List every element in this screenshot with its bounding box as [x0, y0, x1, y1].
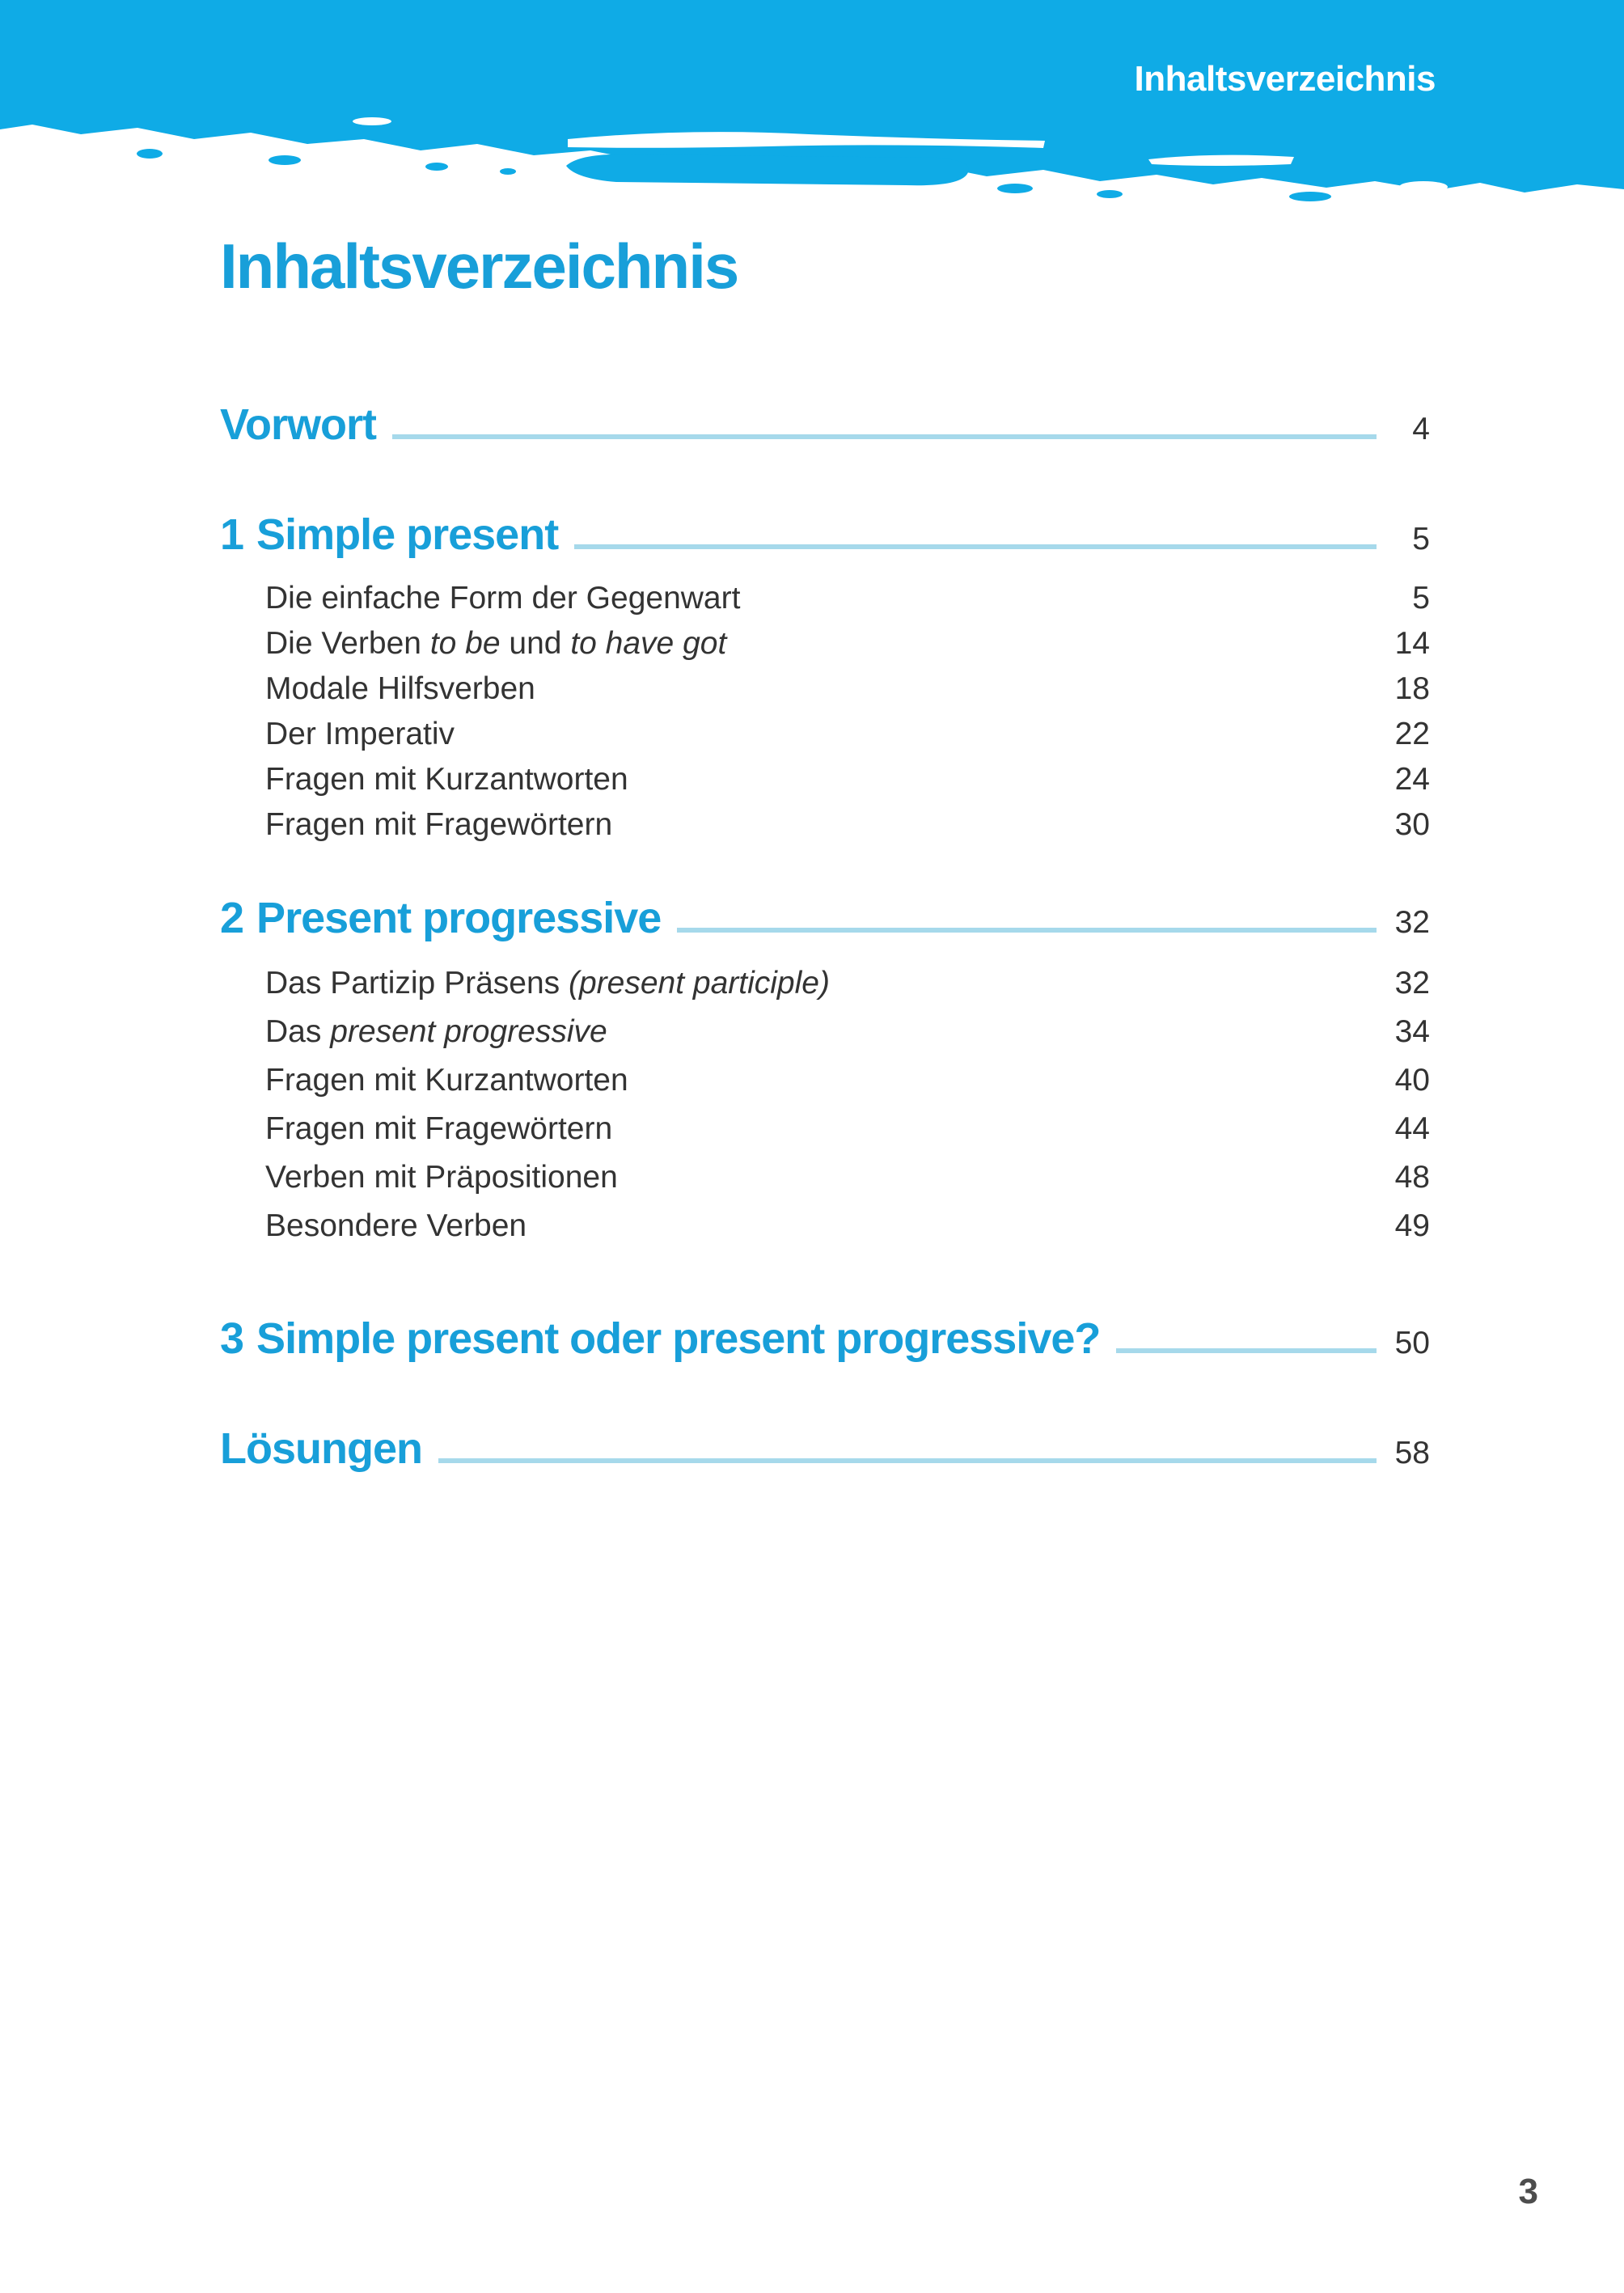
- toc-section: Vorwort 4: [220, 400, 1430, 454]
- leader-rule: [677, 928, 1377, 933]
- toc-item-row: Die Verben to be und to have got 14: [265, 621, 1430, 666]
- item-page-number: 48: [1394, 1160, 1430, 1195]
- chapter-label: Simple present: [256, 510, 559, 559]
- item-label: Fragen mit Kurzantworten: [265, 762, 628, 797]
- chapter-number: 3: [220, 1314, 244, 1363]
- brush-stroke-graphic: [0, 0, 1624, 201]
- chapter-label: Present progressive: [256, 894, 662, 942]
- chapter-label: Simple present oder present progressive?: [256, 1314, 1101, 1363]
- running-head: Inhaltsverzeichnis: [1134, 59, 1436, 99]
- item-page-number: 5: [1412, 581, 1430, 616]
- toc-item-row: Verben mit Präpositionen 48: [265, 1153, 1430, 1202]
- item-label: Besondere Verben: [265, 1208, 527, 1243]
- leader-rule: [1116, 1348, 1377, 1353]
- page-folio: 3: [1518, 2172, 1538, 2211]
- heading-page-number: 50: [1394, 1326, 1430, 1360]
- chapter-label: Lösungen: [220, 1424, 423, 1473]
- toc-item-row: Modale Hilfsverben 18: [265, 666, 1430, 712]
- toc-section: 2 Present progressive 32 Das Partizip Pr…: [220, 894, 1430, 1250]
- chapter-number: 1: [220, 510, 244, 559]
- item-page-number: 14: [1394, 626, 1430, 661]
- header-band: Inhaltsverzeichnis: [0, 0, 1624, 204]
- toc-content: Inhaltsverzeichnis Vorwort 4 1 Simple pr…: [0, 235, 1624, 1478]
- toc-heading-row: Lösungen 58: [220, 1424, 1430, 1478]
- leader-rule: [574, 544, 1377, 549]
- item-page-number: 30: [1394, 807, 1430, 842]
- toc-item-row: Die einfache Form der Gegenwart 5: [265, 576, 1430, 621]
- item-page-number: 40: [1394, 1063, 1430, 1098]
- toc-section: 3 Simple present oder present progressiv…: [220, 1314, 1430, 1368]
- toc-items: Das Partizip Präsens (present participle…: [220, 959, 1430, 1250]
- item-label: Fragen mit Kurzantworten: [265, 1063, 628, 1098]
- toc-item-row: Das Partizip Präsens (present participle…: [265, 959, 1430, 1008]
- item-page-number: 22: [1394, 717, 1430, 751]
- item-page-number: 44: [1394, 1111, 1430, 1146]
- toc-heading-row: 2 Present progressive 32: [220, 894, 1430, 947]
- page-title: Inhaltsverzeichnis: [220, 231, 739, 302]
- toc-item-row: Besondere Verben 49: [265, 1202, 1430, 1250]
- chapter-label: Vorwort: [220, 400, 377, 449]
- item-label: Das present progressive: [265, 1014, 607, 1049]
- leader-rule: [392, 434, 1377, 439]
- toc-list: Vorwort 4 1 Simple present 5 Die einfach…: [220, 400, 1430, 1478]
- item-label: Die Verben to be und to have got: [265, 626, 727, 661]
- item-page-number: 32: [1394, 966, 1430, 1001]
- item-label: Der Imperativ: [265, 717, 455, 751]
- item-page-number: 34: [1394, 1014, 1430, 1049]
- item-label: Fragen mit Fragewörtern: [265, 807, 613, 842]
- item-label: Das Partizip Präsens (present participle…: [265, 966, 830, 1001]
- toc-item-row: Der Imperativ 22: [265, 712, 1430, 757]
- heading-page-number: 5: [1412, 522, 1430, 556]
- heading-page-number: 32: [1394, 905, 1430, 940]
- item-page-number: 18: [1394, 671, 1430, 706]
- item-label: Die einfache Form der Gegenwart: [265, 581, 741, 616]
- item-label: Fragen mit Fragewörtern: [265, 1111, 613, 1146]
- toc-items: Die einfache Form der Gegenwart 5 Die Ve…: [220, 576, 1430, 848]
- toc-heading-row: 3 Simple present oder present progressiv…: [220, 1314, 1430, 1368]
- toc-item-row: Das present progressive 34: [265, 1008, 1430, 1056]
- toc-section: 1 Simple present 5 Die einfache Form der…: [220, 510, 1430, 848]
- heading-page-number: 58: [1394, 1436, 1430, 1470]
- item-label: Modale Hilfsverben: [265, 671, 535, 706]
- toc-item-row: Fragen mit Kurzantworten 24: [265, 757, 1430, 802]
- toc-heading-row: 1 Simple present 5: [220, 510, 1430, 564]
- chapter-number: 2: [220, 894, 244, 942]
- toc-item-row: Fragen mit Fragewörtern 44: [265, 1105, 1430, 1153]
- leader-rule: [438, 1458, 1377, 1463]
- toc-section: Lösungen 58: [220, 1424, 1430, 1478]
- item-page-number: 24: [1394, 762, 1430, 797]
- toc-heading-row: Vorwort 4: [220, 400, 1430, 454]
- item-page-number: 49: [1394, 1208, 1430, 1243]
- item-label: Verben mit Präpositionen: [265, 1160, 618, 1195]
- toc-item-row: Fragen mit Kurzantworten 40: [265, 1056, 1430, 1105]
- toc-item-row: Fragen mit Fragewörtern 30: [265, 802, 1430, 848]
- heading-page-number: 4: [1412, 412, 1430, 446]
